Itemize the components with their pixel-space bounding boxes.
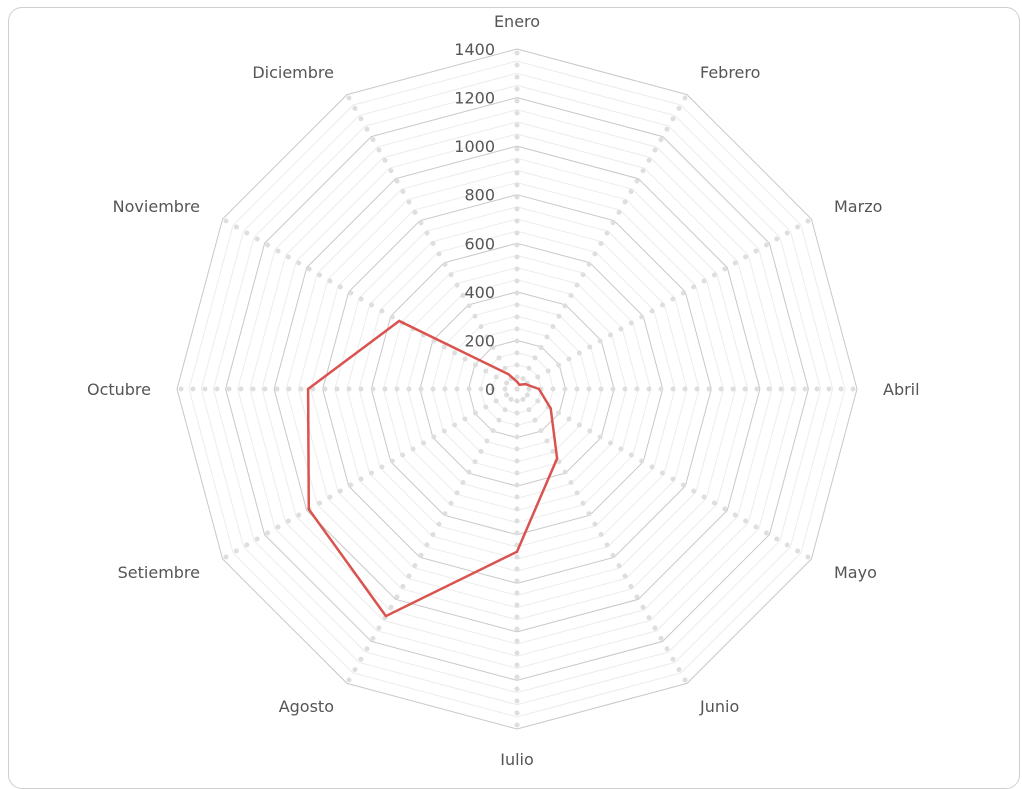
- category-label-junio: Junio: [699, 697, 739, 716]
- minor-grid-ring: [237, 109, 797, 669]
- tick-label-0: 0: [485, 380, 495, 399]
- spoke-noviembre: [220, 216, 520, 392]
- radar-chart: 0 200 400 600 800 1000 1200 1400 Enero Febrero Mar…: [87, 12, 920, 765]
- tick-label-1000: 1000: [454, 137, 495, 156]
- tick-label-800: 800: [464, 186, 495, 205]
- minor-grid-ring: [249, 121, 785, 657]
- data-point-marzo: [524, 382, 527, 386]
- category-label-noviembre: Noviembre: [113, 197, 200, 216]
- category-label-julio: Julio: [499, 750, 534, 765]
- minor-grid-ring: [297, 169, 737, 609]
- data-point-febrero: [518, 383, 521, 386]
- minor-grid-ring: [285, 157, 749, 621]
- data-point-enero: [515, 380, 519, 383]
- category-label-agosto: Agosto: [279, 697, 334, 716]
- major-grid-ring: [273, 145, 761, 633]
- major-grid-ring: [176, 48, 858, 730]
- category-label-abril: Abril: [883, 380, 920, 399]
- chart-card: [8, 7, 1020, 789]
- spoke-mayo: [514, 386, 814, 562]
- tick-label-200: 200: [464, 331, 495, 350]
- category-label-mayo: Mayo: [834, 563, 877, 582]
- tick-label-600: 600: [464, 234, 495, 253]
- spoke-agosto: [344, 386, 520, 686]
- data-point-junio: [555, 457, 559, 460]
- data-point-julio: [515, 550, 519, 553]
- data-point-noviembre: [398, 319, 401, 323]
- category-label-enero: Enero: [494, 12, 540, 31]
- minor-grid-ring: [261, 133, 773, 645]
- spoke-marzo: [514, 216, 814, 392]
- tick-label-1200: 1200: [454, 89, 495, 108]
- minor-grid-ring: [188, 60, 846, 718]
- spoke-diciembre: [344, 92, 520, 392]
- tick-label-400: 400: [464, 283, 495, 302]
- minor-grid-ring: [212, 84, 822, 694]
- category-label-diciembre: Diciembre: [252, 63, 334, 82]
- category-label-marzo: Marzo: [834, 197, 882, 216]
- minor-grid-ring: [200, 72, 834, 706]
- category-label-octubre: Octubre: [87, 380, 151, 399]
- data-point-octubre: [306, 387, 310, 391]
- category-label-setiembre: Setiembre: [118, 563, 200, 582]
- spoke-setiembre: [220, 386, 520, 562]
- major-grid-ring: [225, 97, 809, 681]
- data-point-setiembre: [307, 508, 310, 511]
- data-point-diciembre: [507, 373, 510, 376]
- data-point-mayo: [549, 407, 552, 410]
- spoke-febrero: [514, 92, 690, 392]
- category-label-febrero: Febrero: [700, 63, 760, 82]
- tick-label-1400: 1400: [454, 40, 495, 59]
- data-point-agosto: [384, 614, 388, 618]
- data-point-abril: [537, 387, 541, 391]
- spoke-junio: [514, 386, 690, 686]
